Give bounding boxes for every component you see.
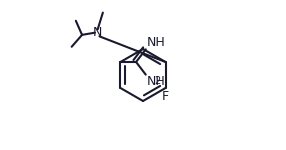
Text: 2: 2 — [154, 76, 161, 86]
Text: N: N — [93, 26, 102, 39]
Text: NH: NH — [147, 75, 166, 88]
Text: NH: NH — [147, 36, 166, 49]
Text: F: F — [162, 90, 169, 103]
